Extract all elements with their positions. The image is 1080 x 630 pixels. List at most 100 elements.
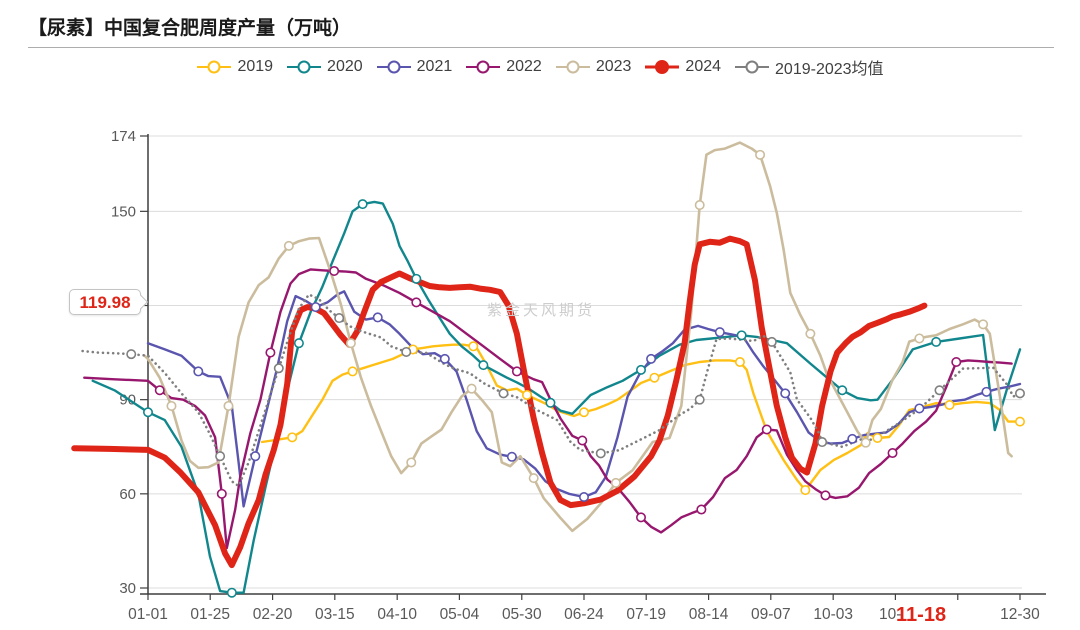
series-marker-2023 [283, 240, 294, 251]
series-marker-2019 [347, 366, 358, 377]
series-marker-2020 [636, 364, 647, 375]
x-axis-label: 12-30 [1000, 606, 1040, 623]
series-marker-2019-2023均值 [1014, 388, 1025, 399]
series-marker-2019-2023均值 [694, 394, 705, 405]
series-marker-2022 [329, 265, 340, 276]
series-marker-2023 [166, 400, 177, 411]
series-marker-2021 [847, 433, 858, 444]
legend-marker-icon-2024 [645, 60, 680, 74]
x-axis-label: 06-24 [564, 606, 604, 623]
legend-label-2022: 2022 [506, 58, 542, 75]
series-marker-2019-2023均值 [126, 349, 137, 360]
y-axis-label: 150 [111, 203, 136, 220]
series-marker-2023 [528, 473, 539, 484]
x-axis-label: 01-25 [190, 606, 230, 623]
legend-marker-icon-2023 [555, 60, 590, 74]
series-marker-2021 [506, 451, 517, 462]
series-marker-2022 [411, 297, 422, 308]
series-marker-2022 [636, 512, 647, 523]
title-divider [28, 47, 1054, 48]
series-marker-2022 [696, 504, 707, 515]
x-axis-label: 04-10 [377, 606, 417, 623]
legend-marker-icon-2019 [197, 60, 232, 74]
x-axis-label: 07-19 [626, 606, 666, 623]
series-marker-2021 [193, 366, 204, 377]
series-marker-2021 [914, 403, 925, 414]
x-axis-label: 10-03 [813, 606, 853, 623]
legend-item-2024[interactable]: 2024 [644, 58, 721, 76]
series-marker-2021 [981, 386, 992, 397]
legend-label-2024: 2024 [685, 58, 722, 75]
legend-label-2020: 2020 [327, 58, 363, 75]
x-axis-label: 05-04 [440, 606, 480, 623]
series-marker-2022 [820, 490, 831, 501]
series-marker-2020 [478, 360, 489, 371]
series-marker-2019-2023均值 [595, 448, 606, 459]
chart-legend: 2019 2020 2021 2022 2023 2024 2019-2023均值 [0, 55, 1080, 79]
series-line-2024 [71, 235, 928, 569]
latest-value: 119.98 [79, 292, 131, 312]
series-marker-2022 [887, 448, 898, 459]
series-marker-2019-2023均值 [273, 363, 284, 374]
series-marker-2022 [216, 488, 227, 499]
series-marker-2019 [944, 400, 955, 411]
series-marker-2019 [578, 407, 589, 418]
series-marker-2022 [265, 347, 276, 358]
series-marker-2019 [649, 372, 660, 383]
series-line-2020 [91, 200, 1022, 594]
legend-item-2023[interactable]: 2023 [555, 58, 631, 76]
y-axis-label: 30 [119, 580, 136, 597]
series-marker-2023 [755, 149, 766, 160]
y-axis-label: 60 [119, 486, 136, 503]
legend-item-2019-2023均值[interactable]: 2019-2023均值 [734, 55, 884, 79]
y-axis-label: 174 [111, 128, 136, 145]
series-marker-2023 [978, 319, 989, 330]
series-marker-2019 [872, 432, 883, 443]
series-marker-2019-2023均值 [498, 388, 509, 399]
legend-label-2019-2023均值: 2019-2023均值 [775, 61, 884, 78]
series-marker-2022 [154, 385, 165, 396]
series-marker-2021 [780, 388, 791, 399]
chart-title: 【尿素】中国复合肥周度产量（万吨） [28, 18, 352, 39]
series-marker-2021 [646, 353, 657, 364]
x-axis-label: 01-01 [128, 606, 168, 623]
series-marker-2021 [250, 451, 261, 462]
legend-item-2019[interactable]: 2019 [196, 58, 273, 76]
series-line-2023 [143, 141, 1013, 533]
series-marker-2019 [734, 357, 745, 368]
legend-label-2019: 2019 [237, 58, 274, 75]
legend-item-2020[interactable]: 2020 [286, 58, 363, 76]
series-marker-2019-2023均值 [766, 336, 777, 347]
series-marker-2021 [578, 491, 589, 502]
series-marker-2022 [511, 366, 522, 377]
x-axis-label: 08-14 [689, 606, 729, 623]
series-marker-2021 [372, 312, 383, 323]
x-axis-label: 05-30 [502, 606, 542, 623]
series-marker-2020 [226, 587, 237, 598]
series-marker-2023 [406, 457, 417, 468]
legend-item-2021[interactable]: 2021 [376, 58, 453, 76]
legend-marker-icon-2022 [466, 60, 501, 74]
series-marker-2020 [411, 273, 422, 284]
series-marker-2019-2023均值 [401, 346, 412, 357]
series-marker-2023 [345, 338, 356, 349]
series-marker-2020 [931, 336, 942, 347]
series-marker-2021 [310, 302, 321, 313]
series-marker-2020 [545, 397, 556, 408]
legend-marker-icon-2020 [287, 60, 322, 74]
series-marker-2019-2023均值 [817, 437, 828, 448]
latest-value-badge: 119.98 [69, 289, 149, 315]
series-marker-2023 [860, 437, 871, 448]
x-axis-label: 09-07 [751, 606, 791, 623]
series-marker-2019 [287, 432, 298, 443]
series-marker-2019-2023均值 [215, 451, 226, 462]
legend-label-2021: 2021 [416, 58, 453, 75]
series-marker-2019-2023均值 [934, 385, 945, 396]
legend-item-2022[interactable]: 2022 [465, 58, 542, 76]
series-marker-2022 [577, 435, 588, 446]
series-marker-2020 [143, 407, 154, 418]
x-axis-label: 02-20 [253, 606, 293, 623]
series-marker-2023 [805, 328, 816, 339]
series-marker-2023 [466, 383, 477, 394]
